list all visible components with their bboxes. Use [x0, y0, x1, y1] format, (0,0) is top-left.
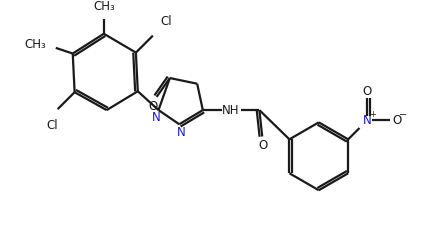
Text: N: N [152, 111, 161, 124]
Text: +: + [369, 110, 376, 119]
Text: O: O [148, 100, 158, 113]
Text: O: O [362, 85, 372, 98]
Text: O: O [393, 114, 402, 127]
Text: CH₃: CH₃ [25, 38, 46, 51]
Text: −: − [399, 110, 407, 120]
Text: N: N [363, 114, 372, 127]
Text: Cl: Cl [160, 15, 172, 28]
Text: O: O [259, 139, 268, 152]
Text: CH₃: CH₃ [93, 0, 115, 13]
Text: N: N [177, 126, 185, 139]
Text: Cl: Cl [46, 118, 58, 132]
Text: NH: NH [223, 104, 240, 117]
